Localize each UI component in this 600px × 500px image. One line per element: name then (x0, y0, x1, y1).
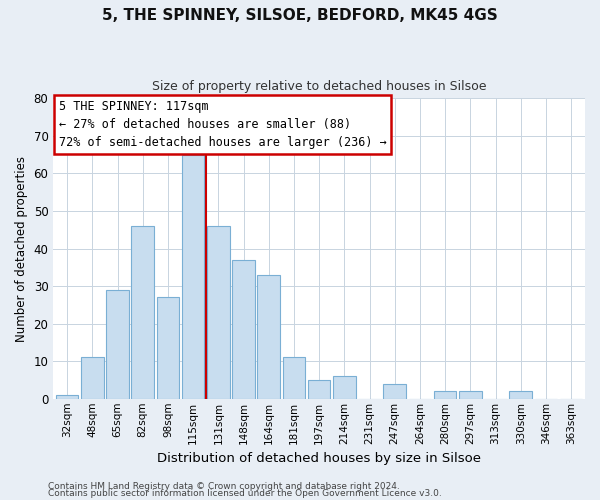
Bar (283, 358, 305, 399)
Text: Contains public sector information licensed under the Open Government Licence v3: Contains public sector information licen… (48, 490, 442, 498)
Title: Size of property relative to detached houses in Silsoe: Size of property relative to detached ho… (152, 80, 487, 93)
Bar (333, 376, 356, 399)
Bar (383, 384, 406, 399)
Bar (232, 260, 255, 399)
X-axis label: Distribution of detached houses by size in Silsoe: Distribution of detached houses by size … (157, 452, 481, 465)
Bar (182, 154, 205, 399)
Y-axis label: Number of detached properties: Number of detached properties (15, 156, 28, 342)
Bar (157, 298, 179, 399)
Text: 5 THE SPINNEY: 117sqm
← 27% of detached houses are smaller (88)
72% of semi-deta: 5 THE SPINNEY: 117sqm ← 27% of detached … (59, 100, 386, 149)
Bar (459, 392, 482, 399)
Bar (257, 275, 280, 399)
Bar (56, 395, 79, 399)
Bar (106, 290, 129, 399)
Text: 5, THE SPINNEY, SILSOE, BEDFORD, MK45 4GS: 5, THE SPINNEY, SILSOE, BEDFORD, MK45 4G… (102, 8, 498, 22)
Text: Contains HM Land Registry data © Crown copyright and database right 2024.: Contains HM Land Registry data © Crown c… (48, 482, 400, 491)
Bar (509, 392, 532, 399)
Bar (81, 358, 104, 399)
Bar (308, 380, 331, 399)
Bar (434, 392, 457, 399)
Bar (131, 226, 154, 399)
Bar (207, 226, 230, 399)
